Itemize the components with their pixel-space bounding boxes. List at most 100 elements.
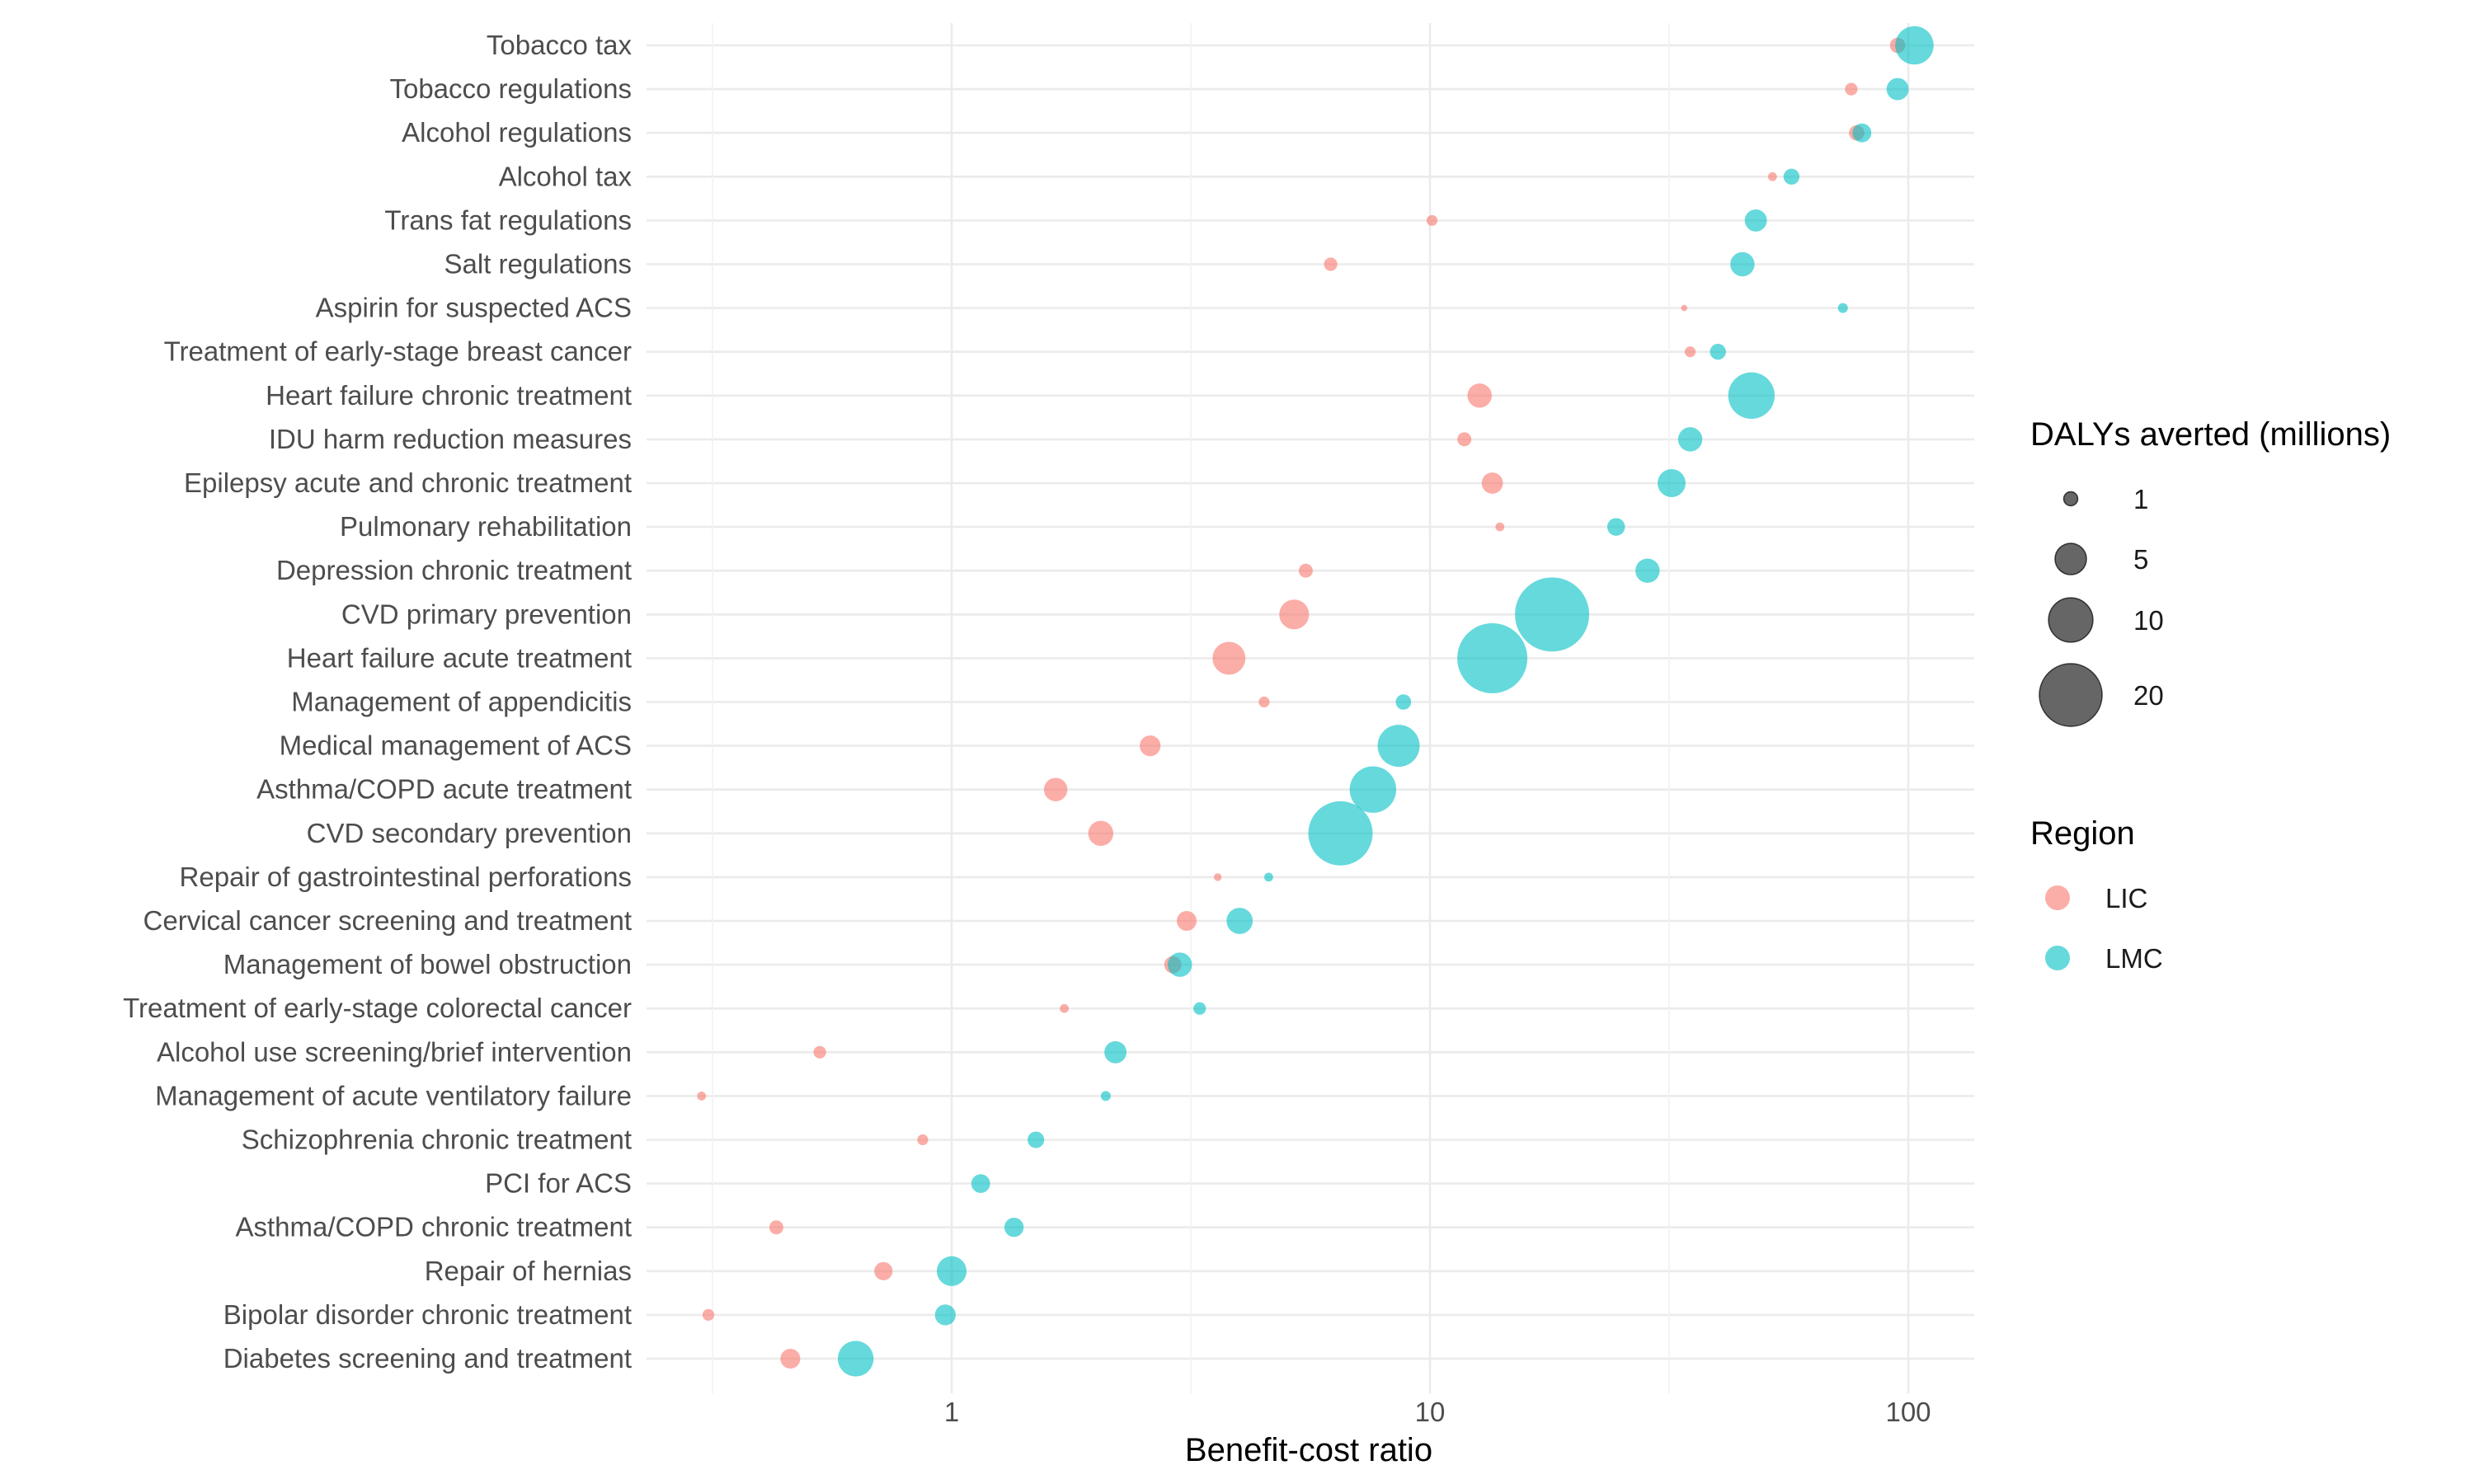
point-lic (874, 1261, 893, 1280)
point-lic (1258, 696, 1270, 708)
point-lmc (1635, 558, 1660, 583)
y-tick-label: Bipolar disorder chronic treatment (223, 1299, 632, 1330)
point-lic (1298, 563, 1313, 578)
y-tick-label: CVD primary prevention (341, 599, 632, 629)
point-lmc (1783, 168, 1800, 185)
color-legend-title: Region (2030, 815, 2135, 852)
point-lmc (971, 1174, 990, 1194)
point-lmc (1264, 872, 1273, 882)
point-lic (697, 1092, 707, 1101)
color-legend-key (2045, 885, 2070, 910)
size-legend-key (2062, 491, 2079, 507)
x-axis-title: Benefit-cost ratio (1185, 1432, 1432, 1468)
size-legend-key (2048, 597, 2094, 643)
legend: DALYs averted (millions) Region 1 5 10 20 LI… (2030, 416, 2391, 974)
point-lmc (1457, 622, 1528, 693)
point-lmc (1657, 469, 1686, 497)
point-lic (1043, 777, 1068, 801)
y-tick-label: Management of bowel obstruction (223, 949, 632, 979)
point-lmc (1677, 427, 1703, 452)
point-lic (1279, 599, 1310, 630)
y-tick-label: Treatment of early-stage breast cancer (164, 336, 632, 367)
x-tick-labels: 1 10 100 (944, 1397, 1931, 1427)
point-lic (917, 1134, 929, 1146)
point-lmc (1349, 766, 1397, 813)
point-lmc (1730, 251, 1755, 277)
y-tick-label: Tobacco tax (487, 30, 633, 60)
y-tick-label: Heart failure acute treatment (287, 642, 632, 673)
point-lmc (1193, 1002, 1206, 1015)
point-lmc (1104, 1040, 1127, 1064)
y-tick-label: Cervical cancer screening and treatment (143, 905, 632, 936)
data-points (697, 26, 1934, 1377)
x-tick-label: 10 (1415, 1397, 1446, 1427)
point-lmc (1100, 1091, 1111, 1101)
point-lmc (1515, 577, 1590, 652)
point-lic (1681, 304, 1688, 312)
y-tick-label: Repair of hernias (425, 1256, 632, 1286)
color-legend-key (2045, 946, 2070, 970)
y-tick-labels: Tobacco tax Tobacco regulations Alcohol re… (123, 30, 632, 1374)
point-lic (1684, 346, 1696, 358)
point-lmc (1028, 1131, 1045, 1148)
point-lmc (1886, 77, 1909, 101)
point-lic (1060, 1003, 1069, 1013)
y-tick-label: Tobacco regulations (389, 73, 632, 104)
point-lic (1213, 873, 1222, 881)
y-tick-label: PCI for ACS (485, 1168, 632, 1199)
size-legend-key (2039, 663, 2103, 727)
point-lic (1088, 820, 1114, 847)
point-lmc (1837, 303, 1848, 313)
size-legend-label: 5 (2133, 544, 2148, 575)
grid-lines (647, 23, 1974, 1393)
point-lic (1457, 432, 1472, 447)
size-legend-title: DALYs averted (millions) (2030, 416, 2391, 453)
y-tick-label: Medical management of ACS (280, 730, 632, 761)
point-lmc (1895, 26, 1934, 65)
point-lmc (1395, 694, 1412, 710)
y-tick-label: Treatment of early-stage colorectal canc… (123, 993, 632, 1023)
y-tick-label: Asthma/COPD acute treatment (256, 774, 632, 805)
y-tick-label: Management of acute ventilatory failure (155, 1080, 632, 1111)
y-tick-label: CVD secondary prevention (307, 818, 632, 848)
y-tick-label: Salt regulations (444, 249, 632, 279)
size-legend-label: 1 (2133, 484, 2148, 514)
y-tick-label: Diabetes screening and treatment (223, 1343, 632, 1374)
y-tick-label: IDU harm reduction measures (269, 424, 632, 454)
size-legend-label: 10 (2133, 605, 2164, 636)
point-lmc (1226, 908, 1253, 934)
point-lmc (936, 1256, 967, 1286)
point-lmc (1710, 344, 1726, 360)
point-lic (1845, 82, 1858, 96)
size-legend-label: 20 (2133, 680, 2164, 711)
point-lmc (1377, 725, 1420, 768)
y-tick-label: Trans fat regulations (384, 204, 632, 235)
point-lmc (1744, 209, 1767, 232)
y-tick-label: Aspirin for suspected ACS (316, 293, 632, 323)
point-lic (1467, 383, 1492, 408)
point-lmc (1728, 372, 1776, 419)
point-lmc (934, 1304, 956, 1326)
x-tick-label: 100 (1885, 1397, 1931, 1427)
y-tick-label: Pulmonary rehabilitation (340, 511, 632, 542)
point-lic (1176, 910, 1197, 932)
color-legend-label: LIC (2105, 883, 2147, 913)
y-tick-label: Alcohol use screening/brief intervention (157, 1036, 632, 1067)
point-lic (780, 1348, 801, 1369)
point-lic (1140, 735, 1161, 757)
y-tick-label: Alcohol regulations (402, 117, 632, 148)
y-tick-label: Asthma/COPD chronic treatment (236, 1212, 633, 1242)
point-lmc (1852, 123, 1872, 143)
point-lmc (1606, 518, 1625, 536)
point-lmc (1004, 1217, 1024, 1237)
point-lmc (1308, 801, 1373, 866)
point-lic (1767, 171, 1777, 181)
y-tick-label: Alcohol tax (499, 161, 633, 191)
size-legend-key (2054, 542, 2087, 575)
y-tick-label: Heart failure chronic treatment (266, 380, 632, 411)
y-tick-label: Depression chronic treatment (276, 555, 632, 585)
color-legend-label: LMC (2105, 943, 2163, 974)
y-tick-label: Schizophrenia chronic treatment (242, 1125, 632, 1155)
point-lic (702, 1308, 715, 1322)
